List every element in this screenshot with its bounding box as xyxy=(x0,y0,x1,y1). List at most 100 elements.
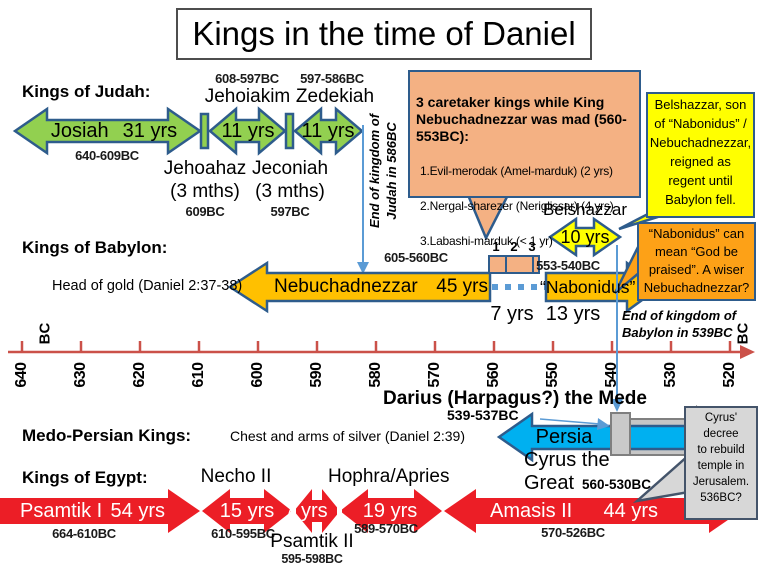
tick-610: 610 xyxy=(190,362,207,388)
caretaker-callout-item-1: 1.Evil-merodak (Amel-marduk) (2 yrs) xyxy=(420,164,613,178)
psamtik1-dates: 664-610BC xyxy=(52,526,116,541)
nebuchadnezzar-dates: 605-560BC xyxy=(384,250,448,265)
babylon-end-note-line1: End of kingdom of xyxy=(622,308,737,323)
babylon-end-note: End of kingdom of Babylon in 539BC xyxy=(622,307,742,341)
amasis2-arrow xyxy=(444,489,741,533)
judah-end-connector xyxy=(357,125,369,274)
egypt-divider-2 xyxy=(337,492,342,530)
cyrus-name-line1: Cyrus the xyxy=(524,449,610,471)
judah-section-label: Kings of Judah: xyxy=(22,82,151,101)
josiah-dates: 640-609BC xyxy=(75,148,139,163)
nabonidus-callout: “Nabonidus” can mean “God be praised”. A… xyxy=(637,222,756,301)
belshazzar-arrow xyxy=(547,216,623,258)
caretaker-kings-box xyxy=(488,255,540,274)
jeconiah-marker xyxy=(284,112,295,150)
darius-name: Darius (Harpagus?) the Mede xyxy=(383,388,647,409)
bc-label-right: BC xyxy=(734,322,752,345)
psamtik1-years: 54 yrs xyxy=(110,500,165,522)
caretaker-number-2: 2 xyxy=(510,239,518,254)
hophra-years: 19 yrs xyxy=(362,500,418,522)
tick-570: 570 xyxy=(426,362,443,388)
josiah-name: Josiah xyxy=(50,120,109,142)
darius-dates-connector xyxy=(539,418,610,430)
tick-530: 530 xyxy=(662,362,679,388)
cyrus-name-line2: Great xyxy=(524,472,575,494)
nebuchadnezzar-years: 45 yrs xyxy=(436,276,488,297)
egypt-arrows xyxy=(0,489,741,533)
zedekiah-dates: 597-586BC xyxy=(300,71,364,86)
psamtik1-arrow xyxy=(0,489,200,533)
caretaker-numbers: 1 2 3 xyxy=(487,239,541,254)
josiah-bar-label: Josiah 31 yrs xyxy=(40,120,188,142)
right-arrowhead-icon xyxy=(597,418,610,430)
tick-560: 560 xyxy=(485,362,502,388)
belshazzar-callout: Belshazzar, son of “Nabonidus” / Nebucha… xyxy=(646,92,755,218)
jehoahaz-dates: 609BC xyxy=(185,204,225,219)
egypt-divider-1 xyxy=(291,492,296,530)
jehoahaz-marker xyxy=(199,112,210,150)
jehoiakim-years: 11 yrs xyxy=(221,120,275,142)
josiah-years: 31 yrs xyxy=(122,120,178,142)
silver-note: Chest and arms of silver (Daniel 2:39) xyxy=(230,428,465,444)
nebuchadnezzar-arrow xyxy=(227,260,492,314)
medo-persia-section-label: Medo-Persian Kings: xyxy=(22,426,192,445)
psamtik2-arrow xyxy=(294,489,340,533)
necho2-years: 15 yrs xyxy=(219,500,275,522)
timeline-axis xyxy=(8,341,755,359)
amasis2-bar-label: Amasis II 44 yrs xyxy=(490,498,658,524)
hophra-dates: 589-570BC xyxy=(354,521,418,536)
tick-630: 630 xyxy=(72,362,89,388)
necho2-dates: 610-595BC xyxy=(211,526,275,541)
caretaker-callout-item-2: 2.Nergal-sharezer (Neriglissar) (4 yrs) xyxy=(420,199,614,213)
jehoiakim-dates: 608-597BC xyxy=(215,71,279,86)
psamtik1-bar-label: Psamtik I 54 yrs xyxy=(20,498,165,524)
tick-640: 640 xyxy=(13,362,30,388)
nabonidus-split-7yrs: 7 yrs xyxy=(490,303,534,325)
head-of-gold-note: Head of gold (Daniel 2:37-38) xyxy=(52,278,243,294)
babylon-end-connector xyxy=(611,245,623,412)
necho2-arrow xyxy=(202,489,292,533)
psamtik2-name: Psamtik II xyxy=(270,531,354,552)
nebuchadnezzar-name: Nebuchadnezzar xyxy=(274,276,418,297)
cyrus-dates: 560-530BC xyxy=(582,477,652,492)
tick-580: 580 xyxy=(367,362,384,388)
tick-600: 600 xyxy=(249,362,266,388)
nabonidus-split-13yrs: 13 yrs xyxy=(545,303,601,325)
jehoahaz-months: (3 mths) xyxy=(170,181,240,202)
jehoahaz-name: Jehoahaz xyxy=(163,158,247,179)
nabonidus-name: “Nabonidus” xyxy=(540,277,636,297)
nabonidus-dates: 553-540BC xyxy=(536,258,600,273)
tick-590: 590 xyxy=(308,362,325,388)
necho2-name: Necho II xyxy=(200,466,272,487)
down-arrowhead-icon xyxy=(611,399,623,412)
darius-marker-box xyxy=(610,412,631,456)
jeconiah-months: (3 mths) xyxy=(255,181,325,202)
caretaker-number-1: 1 xyxy=(492,239,500,254)
belshazzar-years: 10 yrs xyxy=(560,227,610,247)
judah-end-note-line1: End of kingdom of xyxy=(367,113,382,229)
jeconiah-name: Jeconiah xyxy=(251,158,329,179)
judah-arrows xyxy=(12,106,364,156)
down-arrowhead-icon xyxy=(357,262,369,274)
psamtik2-dates: 595-598BC xyxy=(281,552,343,566)
babylon-end-note-line2: Babylon in 539BC xyxy=(622,325,733,340)
tick-550: 550 xyxy=(544,362,561,388)
zedekiah-name: Zedekiah xyxy=(295,86,375,107)
psamtik1-name: Psamtik I xyxy=(20,500,103,522)
caretaker-callout: 3 caretaker kings while King Nebuchadnez… xyxy=(408,70,641,248)
babylon-section-label: Kings of Babylon: xyxy=(22,238,168,257)
darius-dates: 539-537BC xyxy=(447,407,519,423)
judah-end-note: End of kingdom of Judah in 586BC xyxy=(366,92,404,250)
amasis2-dates: 570-526BC xyxy=(541,525,605,540)
nebuchadnezzar-bar-label: Nebuchadnezzar 45 yrs xyxy=(270,274,504,300)
tick-620: 620 xyxy=(131,362,148,388)
jehoiakim-name: Jehoiakim xyxy=(204,86,291,107)
egypt-section-label: Kings of Egypt: xyxy=(22,468,148,487)
amasis2-name: Amasis II xyxy=(490,500,573,522)
decree-callout: Cyrus' decree to rebuild temple in Jerus… xyxy=(684,406,758,520)
hophra-arrow xyxy=(340,489,442,533)
judah-end-note-line2: Judah in 586BC xyxy=(384,122,399,220)
persia-bar-label: Persia xyxy=(535,426,593,448)
belshazzar-name: Belshazzar xyxy=(542,200,628,219)
